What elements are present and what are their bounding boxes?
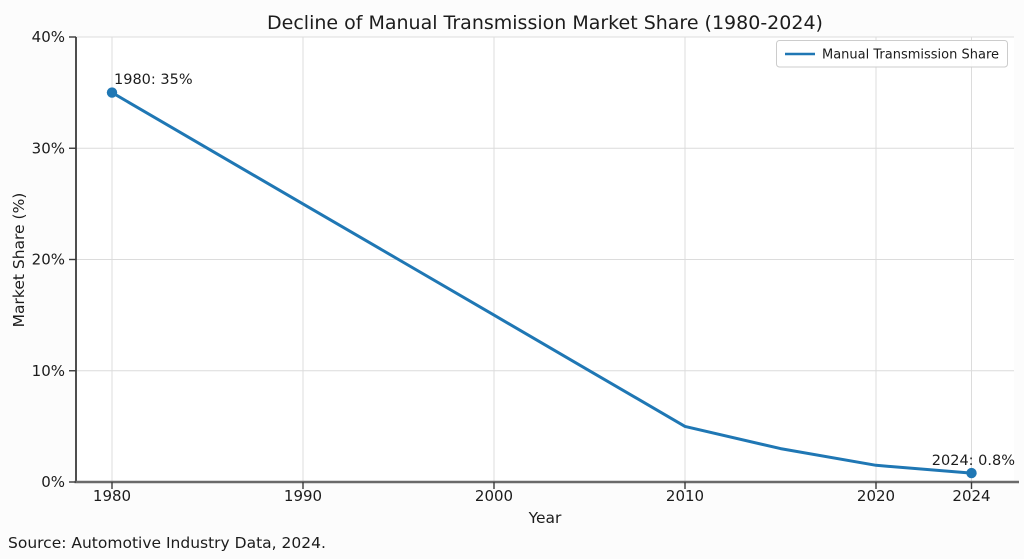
chart-title: Decline of Manual Transmission Market Sh… — [267, 12, 823, 34]
data-series — [106, 87, 977, 479]
y-tick-label: 20% — [32, 251, 65, 269]
annotation-first-point: 1980: 35% — [114, 72, 193, 88]
x-axis-label: Year — [528, 509, 562, 527]
x-tick-label: 2000 — [475, 487, 513, 505]
y-tick-label: 40% — [32, 28, 65, 46]
series-line — [110, 91, 973, 475]
annotation-last-point: 2024: 0.8% — [932, 453, 1015, 469]
axis-ticks: 0% 10% 20% 30% 40% 1980 1990 2000 2010 2020 2024 — [32, 28, 991, 505]
y-tick-label: 10% — [32, 362, 65, 380]
x-tick-label: 2010 — [666, 487, 704, 505]
last-point-marker — [966, 467, 977, 479]
x-tick-label: 2020 — [857, 487, 895, 505]
y-tick-label: 30% — [32, 139, 65, 157]
legend: Manual Transmission Share — [776, 40, 1008, 68]
legend-box — [776, 40, 1008, 68]
gridlines — [76, 36, 1014, 482]
first-point-marker — [106, 87, 118, 98]
x-tick-label: 1980 — [93, 487, 131, 505]
x-tick-label: 1990 — [284, 487, 322, 505]
y-axis-label: Market Share (%) — [10, 193, 28, 328]
legend-label: Manual Transmission Share — [822, 48, 999, 63]
source-note: Source: Automotive Industry Data, 2024. — [8, 534, 326, 552]
x-tick-label: 2024 — [952, 487, 990, 505]
y-tick-label: 0% — [41, 473, 65, 491]
